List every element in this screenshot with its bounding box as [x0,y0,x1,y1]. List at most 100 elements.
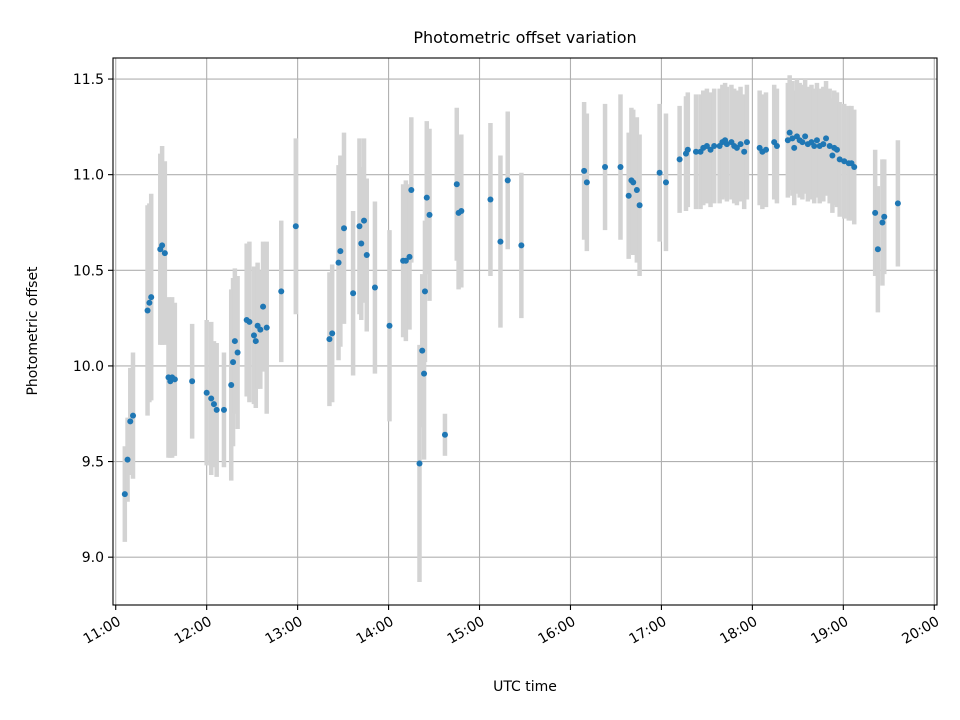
data-point [636,202,643,209]
data-point [711,142,718,149]
data-point [148,294,155,301]
data-point [874,246,881,253]
data-point [625,192,632,199]
y-axis-label: Photometric offset [25,266,41,396]
data-point [879,219,886,226]
data-point [257,326,264,333]
chart-title: Photometric offset variation [413,28,636,47]
data-point [326,336,333,343]
data-point [497,238,504,245]
data-point [230,359,237,366]
data-point [791,144,798,151]
data-point [426,211,433,218]
y-tick-label: 11.0 [73,168,104,184]
data-point [406,253,413,260]
data-point [487,196,494,203]
data-point [127,418,134,425]
data-point [144,307,151,314]
data-point [250,332,257,339]
data-point [802,133,809,140]
y-axis-ticks: 9.0 9.5 10.0 10.5 11.0 11.5 [73,72,113,566]
data-point [676,156,683,163]
plot-frame [112,57,938,606]
data-point [441,431,448,438]
data-point [358,240,365,247]
data-point [335,259,342,266]
data-point [836,156,843,163]
data-point [851,164,858,171]
data-point [829,152,836,159]
data-point [833,146,840,153]
data-point [894,200,901,207]
data-point [246,318,253,325]
data-point [743,139,750,146]
x-axis-label: UTC time [493,679,557,695]
y-tick-label: 10.5 [73,263,104,279]
data-point [633,186,640,193]
data-point [826,142,833,149]
data-point [458,208,465,215]
data-point [416,460,423,467]
data-point [337,248,344,255]
data-point [841,158,848,165]
data-point [504,177,511,184]
data-point [208,395,215,402]
data-point [692,148,699,155]
data-point [213,406,220,413]
data-point [278,288,285,295]
data-point [789,135,796,142]
data-point [121,491,128,498]
data-point [656,169,663,176]
data-point [799,139,806,146]
y-tick-label: 10.0 [73,359,104,375]
data-point [159,242,166,249]
data-point [260,303,267,310]
data-point [210,401,217,408]
data-point [733,144,740,151]
data-point [617,164,624,171]
data-point [189,378,196,385]
data-point [602,164,609,171]
data-point [741,148,748,155]
y-tick-label: 11.5 [73,72,104,88]
data-point [263,324,270,331]
data-point [419,347,426,354]
data-point [881,213,888,220]
data-point [737,141,744,148]
data-point [662,179,669,186]
data-point [124,456,131,463]
data-point [220,406,227,413]
data-point [707,146,714,153]
data-point [813,137,820,144]
data-point [423,194,430,201]
data-point [146,299,153,306]
data-point [402,257,409,264]
data-point [811,142,818,149]
y-tick-label: 9.5 [82,455,104,471]
data-point [684,146,691,153]
data-point [234,349,241,356]
data-point [773,142,780,149]
data-point [252,338,259,345]
data-point [161,250,168,257]
data-point [421,288,428,295]
data-point [784,137,791,144]
data-point [361,217,368,224]
data-point [363,251,370,258]
data-point [292,223,299,230]
data-point [171,376,178,383]
data-point [583,179,590,186]
data-point [823,135,830,142]
data-point [341,225,348,232]
data-point [329,330,336,337]
data-points [121,129,901,498]
data-point [228,382,235,389]
data-point [371,284,378,291]
data-point [630,179,637,186]
data-point [703,142,710,149]
data-point [231,338,238,345]
data-point [820,141,827,148]
data-point [408,186,415,193]
data-point [786,129,793,136]
